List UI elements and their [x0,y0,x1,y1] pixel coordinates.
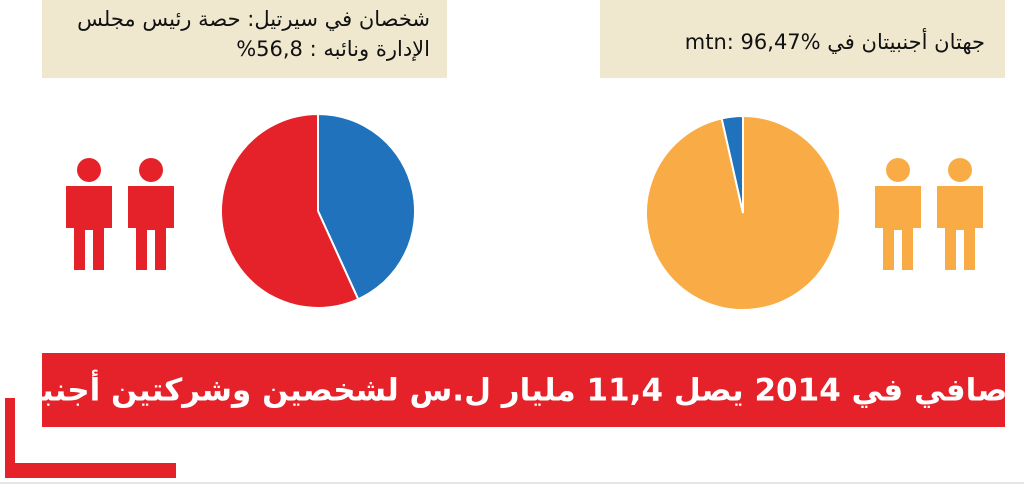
caption: الإدارة ونائبه : 56,8% [236,37,430,61]
headline-banner [42,353,1005,427]
caption-box [42,0,447,78]
caption: شخصان في سيرتيل: حصة رئيس مجلس [77,7,430,31]
pie-slice [317,112,416,301]
pie-slice [220,112,360,309]
corner-decoration [5,398,176,478]
person-icons [875,158,983,270]
headline: ربح صافي في 2014 يصل 11,4 مليار ل.س لشخص… [0,370,1024,409]
caption: جهتان أجنبيتان في mtn: 96,47% [685,28,985,54]
caption-box [600,0,1005,78]
pie-slice [720,114,744,214]
person-icons [66,158,174,270]
